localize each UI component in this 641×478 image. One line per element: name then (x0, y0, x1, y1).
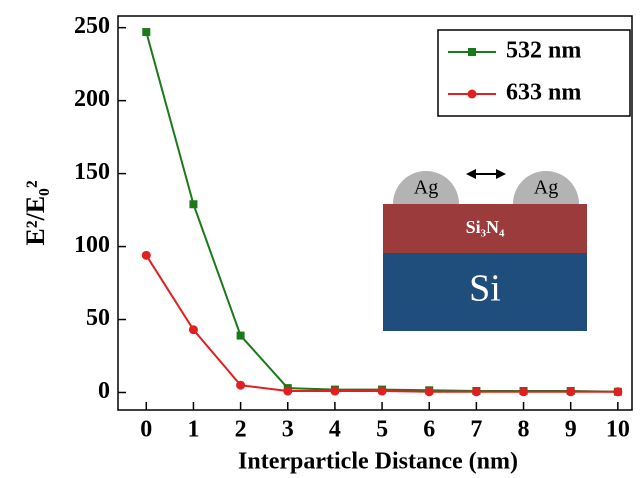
x-tick-label: 2 (235, 417, 247, 443)
x-tick-label: 7 (470, 417, 482, 443)
data-point (424, 387, 434, 397)
data-point (236, 331, 245, 340)
data-point (141, 250, 151, 260)
ag-particle (513, 171, 579, 204)
legend-marker (467, 89, 477, 99)
x-tick-label: 6 (423, 417, 435, 443)
si-substrate (383, 253, 587, 331)
data-point (330, 386, 340, 396)
x-axis-label: Interparticle Distance (nm) (238, 449, 518, 475)
data-point (471, 387, 481, 397)
plot-frame (117, 15, 633, 411)
x-tick-label: 8 (518, 417, 530, 443)
y-tick-label: 50 (86, 305, 110, 331)
x-tick-label: 9 (565, 417, 577, 443)
data-point (236, 380, 246, 390)
y-tick-label: 250 (74, 13, 110, 39)
y-tick-label: 150 (74, 159, 110, 185)
legend-label: 532 nm (506, 38, 581, 64)
x-tick-label: 3 (282, 417, 294, 443)
annotation: Si₃N₄ (466, 217, 505, 237)
y-axis-label: E²/E₀² (21, 180, 50, 245)
x-tick-label: 10 (606, 417, 630, 443)
data-point (188, 325, 198, 335)
legend-box (437, 29, 631, 117)
x-tick-label: 0 (140, 417, 152, 443)
data-point (189, 200, 198, 209)
y-tick-label: 100 (74, 232, 110, 258)
y-tick-label: 200 (74, 86, 110, 112)
annotation: Ag (414, 177, 438, 199)
annotation: Ag (534, 177, 558, 199)
x-tick-label: 5 (376, 417, 388, 443)
x-tick-label: 1 (187, 417, 199, 443)
annotation: Si (469, 268, 501, 310)
data-point (377, 386, 387, 396)
data-point (142, 28, 151, 37)
legend-label: 633 nm (506, 80, 581, 106)
data-point (283, 386, 293, 396)
legend-marker (468, 48, 476, 56)
y-tick-label: 0 (98, 378, 110, 404)
x-tick-label: 4 (329, 417, 341, 443)
ag-particle (393, 171, 459, 204)
data-point (613, 387, 623, 397)
data-point (519, 387, 529, 397)
gap-arrow (466, 169, 506, 179)
data-point (566, 387, 576, 397)
si3n4-layer (383, 204, 587, 253)
